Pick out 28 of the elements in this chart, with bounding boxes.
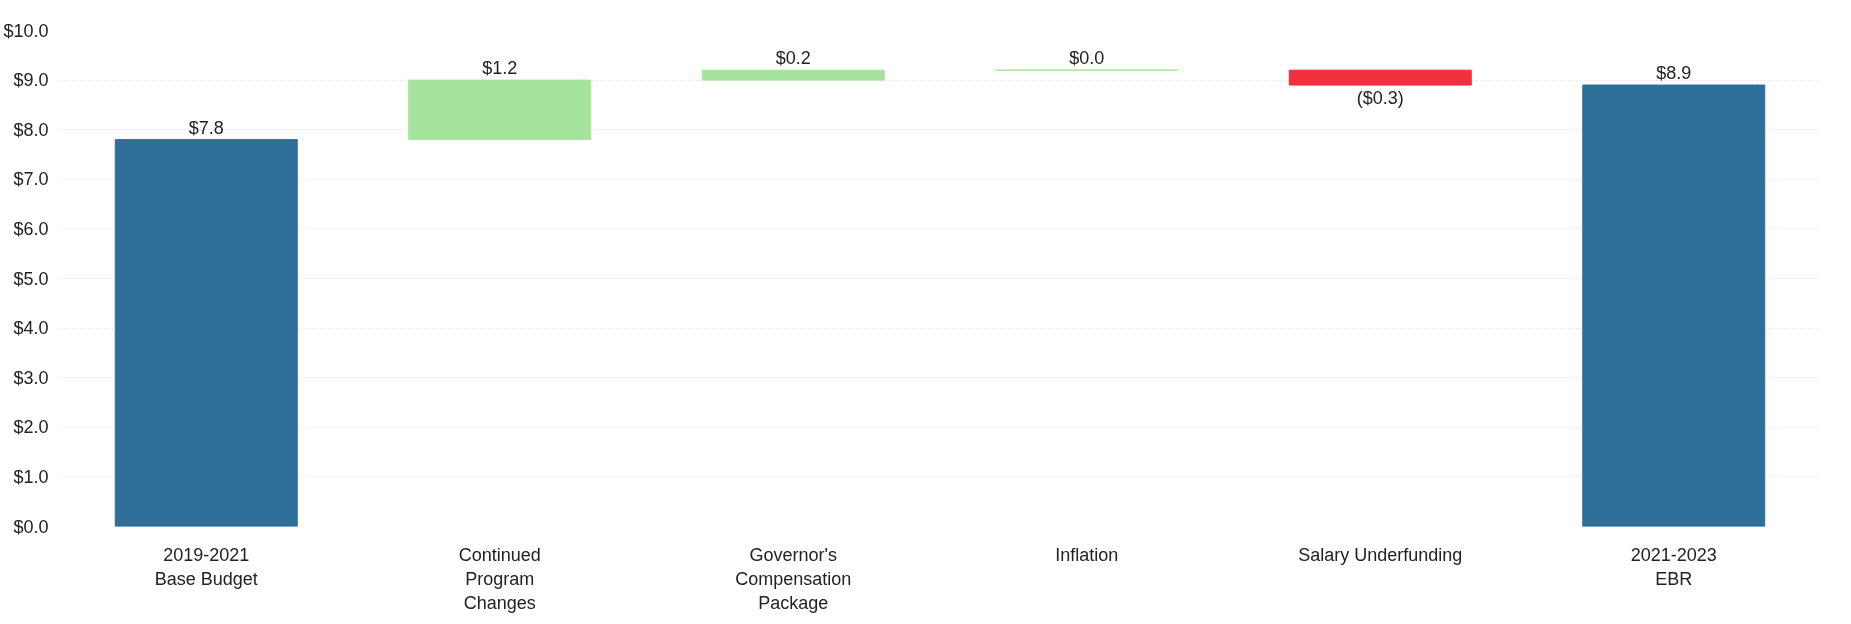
y-tick-label: $2.0 [13,417,49,438]
bar [1288,69,1472,86]
y-tick-label: $3.0 [13,367,49,388]
bar [114,139,298,527]
bar [408,79,592,141]
y-tick-label: $1.0 [13,466,49,487]
data-label: $1.2 [482,58,518,79]
x-tick-label: 2021-2023 EBR [1630,544,1717,589]
data-label: $0.0 [1069,48,1105,69]
y-tick-label: $6.0 [13,218,49,239]
y-tick-label: $7.0 [13,169,49,190]
data-label: $7.8 [188,117,224,138]
x-tick-label: Inflation [1055,544,1119,565]
y-tick-label: $10.0 [3,20,49,41]
y-tick-label: $4.0 [13,318,49,339]
x-tick-label: 2019-2021 Base Budget [154,544,258,589]
y-tick-label: $0.0 [13,516,49,537]
y-tick-label: $5.0 [13,268,49,289]
y-tick-label: $9.0 [13,70,49,91]
x-tick-label: Continued Program Changes [458,544,541,613]
x-tick-label: Governor's Compensation Package [735,544,852,613]
y-tick-label: $8.0 [13,119,49,140]
data-label: $0.2 [775,48,811,69]
data-label: ($0.3) [1356,88,1404,109]
bar [1582,84,1766,527]
bar [701,69,885,81]
data-label: $8.9 [1656,63,1692,84]
x-tick-label: Salary Underfunding [1298,544,1463,565]
